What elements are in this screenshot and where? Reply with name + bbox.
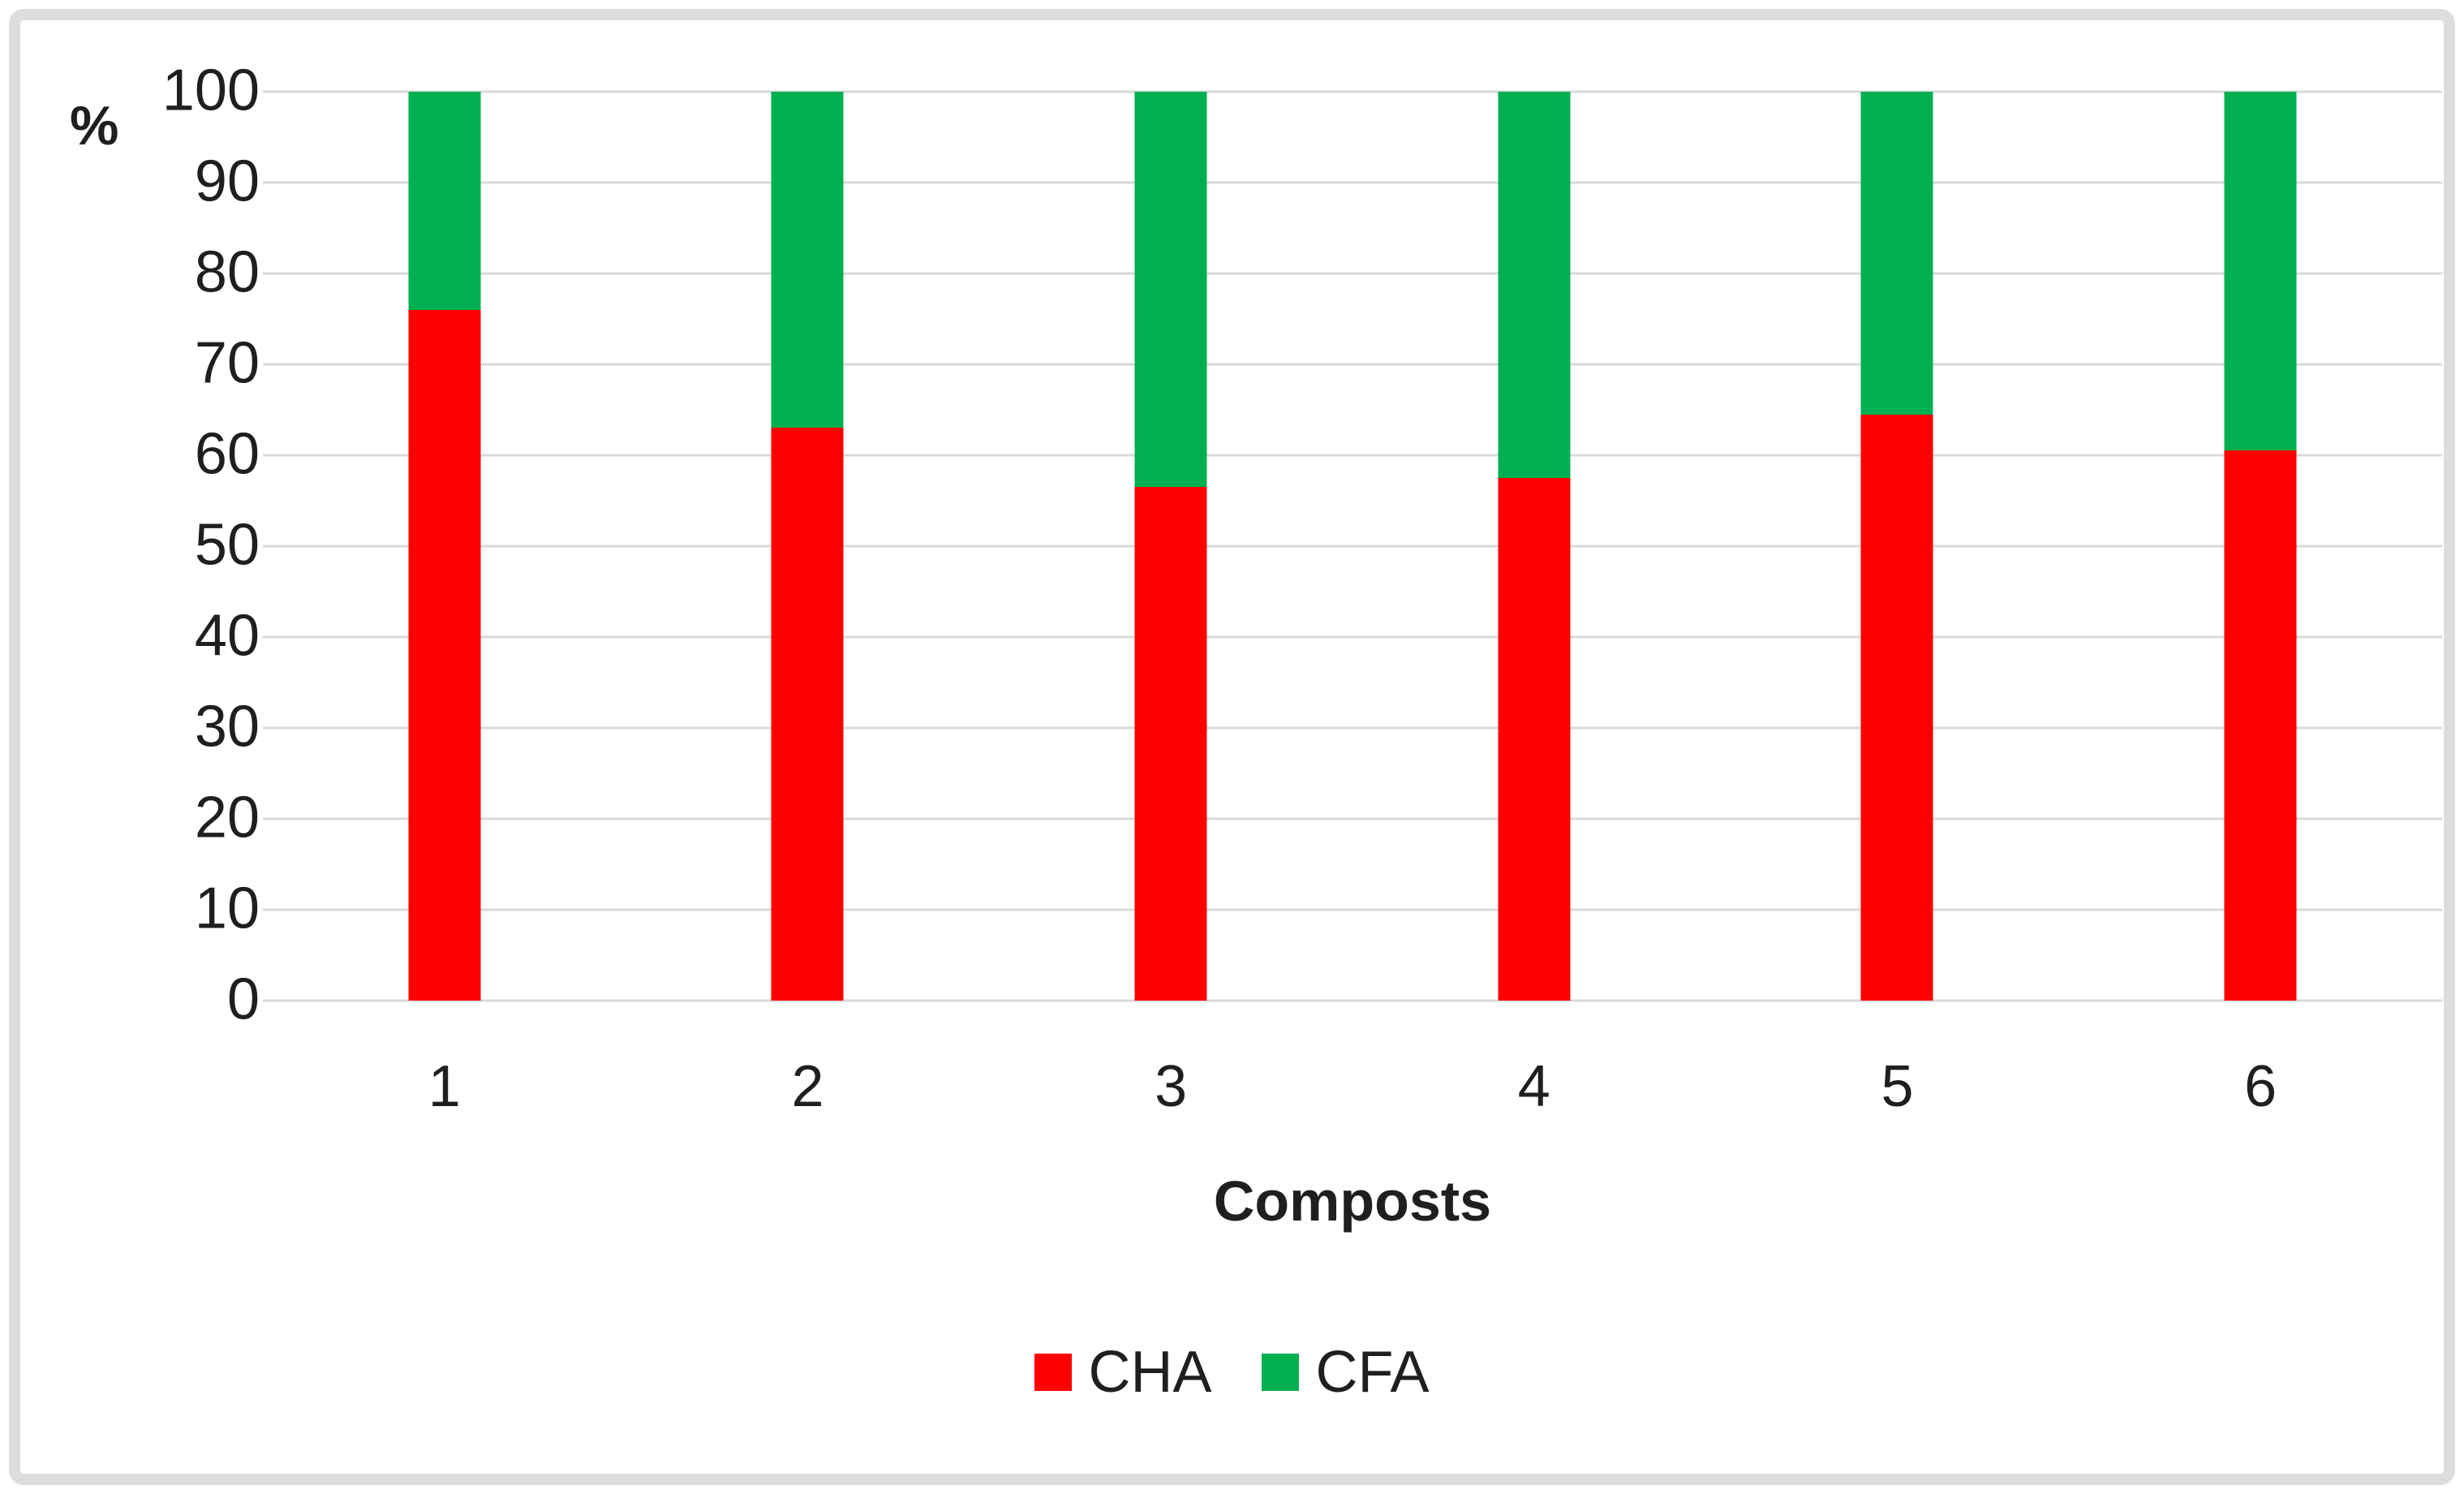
legend-label-cfa: CFA bbox=[1315, 1340, 1430, 1405]
x-tick-label-5: 5 bbox=[1881, 1054, 1914, 1119]
gridline-10 bbox=[263, 908, 2442, 911]
y-tick-label-10: 10 bbox=[194, 876, 260, 941]
x-tick-label-1: 1 bbox=[428, 1054, 461, 1119]
bar-segment-cfa-5 bbox=[1860, 92, 1933, 415]
bar-2 bbox=[771, 92, 844, 1001]
bar-5 bbox=[1860, 92, 1933, 1001]
x-tick-label-6: 6 bbox=[2244, 1054, 2277, 1119]
bar-4 bbox=[1498, 92, 1571, 1001]
bar-segment-cha-6 bbox=[2224, 450, 2297, 1001]
x-tick-label-3: 3 bbox=[1155, 1054, 1188, 1119]
bar-3 bbox=[1134, 92, 1207, 1001]
category-slot-6 bbox=[2079, 92, 2442, 1001]
bar-segment-cfa-2 bbox=[771, 92, 844, 428]
y-tick-label-40: 40 bbox=[194, 603, 260, 669]
bar-segment-cfa-3 bbox=[1134, 92, 1207, 488]
x-tick-label-4: 4 bbox=[1517, 1054, 1550, 1119]
gridline-80 bbox=[263, 272, 2442, 275]
bar-segment-cha-5 bbox=[1860, 414, 1933, 1001]
y-tick-label-50: 50 bbox=[194, 512, 260, 578]
legend-swatch-cha bbox=[1034, 1354, 1073, 1391]
y-tick-label-90: 90 bbox=[194, 149, 260, 214]
gridline-70 bbox=[263, 363, 2442, 366]
category-slot-4 bbox=[1352, 92, 1716, 1001]
gridline-100 bbox=[263, 90, 2442, 93]
bar-segment-cfa-1 bbox=[408, 92, 481, 310]
bar-1 bbox=[408, 92, 481, 1001]
category-slot-2 bbox=[626, 92, 990, 1001]
category-slot-1 bbox=[263, 92, 626, 1001]
y-tick-label-80: 80 bbox=[194, 239, 260, 305]
legend: CHA CFA bbox=[0, 1343, 2464, 1401]
category-slot-3 bbox=[989, 92, 1352, 1001]
legend-item-cha: CHA bbox=[1034, 1343, 1211, 1401]
y-tick-label-70: 70 bbox=[194, 330, 260, 396]
bar-segment-cha-4 bbox=[1498, 478, 1571, 1001]
legend-swatch-cfa bbox=[1262, 1354, 1300, 1391]
bar-segment-cfa-6 bbox=[2224, 92, 2297, 451]
plot-area bbox=[263, 90, 2442, 1002]
gridline-30 bbox=[263, 726, 2442, 730]
legend-label-cha: CHA bbox=[1088, 1340, 1212, 1405]
gridline-20 bbox=[263, 817, 2442, 820]
y-tick-label-30: 30 bbox=[194, 694, 260, 760]
gridline-60 bbox=[263, 454, 2442, 457]
y-axis-tick-labels: 0 10 20 30 40 50 60 70 80 90 100 bbox=[0, 62, 260, 1029]
bar-segment-cha-2 bbox=[771, 428, 844, 1001]
y-tick-label-60: 60 bbox=[194, 421, 260, 487]
x-tick-label-2: 2 bbox=[791, 1054, 824, 1119]
bar-segment-cha-1 bbox=[408, 309, 481, 1001]
gridline-90 bbox=[263, 181, 2442, 184]
bar-6 bbox=[2224, 92, 2297, 1001]
y-tick-label-20: 20 bbox=[194, 785, 260, 850]
bar-segment-cha-3 bbox=[1134, 487, 1207, 1001]
x-axis-tick-labels: 1 2 3 4 5 6 bbox=[263, 1057, 2442, 1130]
category-slot-5 bbox=[1716, 92, 2079, 1001]
y-tick-label-0: 0 bbox=[226, 967, 260, 1032]
gridline-50 bbox=[263, 545, 2442, 548]
y-tick-label-100: 100 bbox=[161, 58, 260, 123]
bar-segment-cfa-4 bbox=[1498, 92, 1571, 478]
x-axis-title: Composts bbox=[1213, 1169, 1492, 1233]
y-axis-title: % bbox=[70, 95, 119, 157]
legend-item-cfa: CFA bbox=[1262, 1340, 1430, 1405]
gridline-40 bbox=[263, 635, 2442, 639]
gridline-0 bbox=[263, 999, 2442, 1002]
